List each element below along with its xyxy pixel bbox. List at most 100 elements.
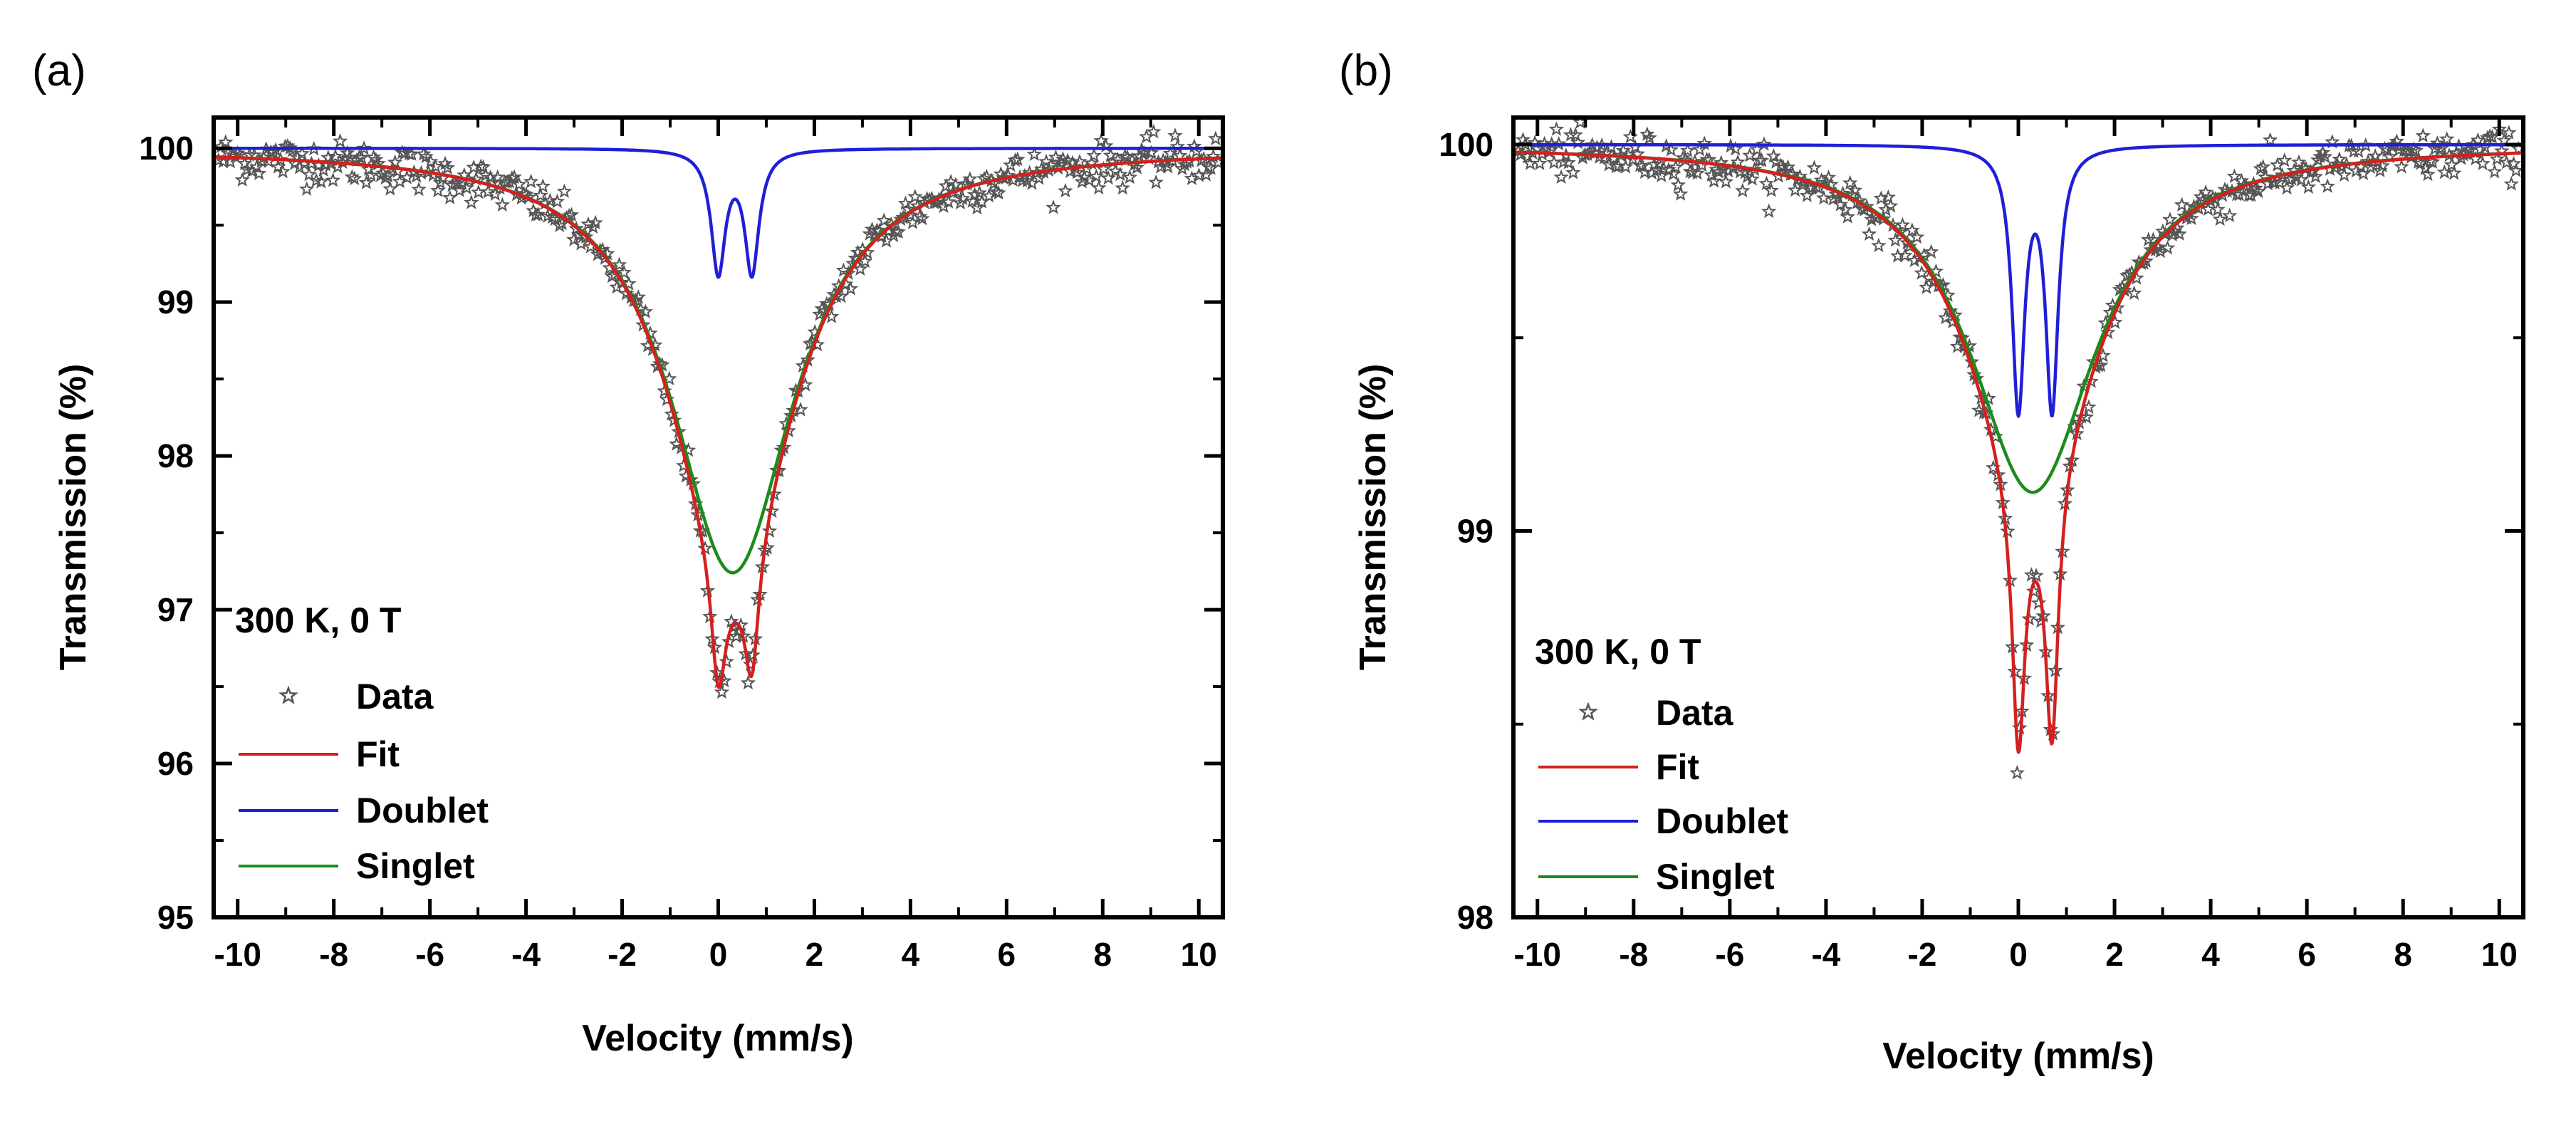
data-point	[2267, 174, 2283, 190]
legend-entry-doublet: Doublet	[239, 791, 489, 830]
data-point	[2174, 197, 2190, 212]
data-point	[291, 160, 308, 174]
data-point	[2300, 179, 2317, 194]
data-point	[2210, 202, 2226, 217]
data-point	[1143, 145, 1159, 160]
data-point	[585, 219, 601, 234]
data-point	[876, 212, 892, 228]
x-tick-label: -8	[1619, 936, 1648, 973]
data-point	[1718, 174, 1734, 189]
data-point	[2336, 167, 2352, 182]
x-axis-title: Velocity (mm/s)	[1882, 1036, 2154, 1077]
data-point	[1639, 126, 1655, 141]
data-point	[2221, 207, 2238, 223]
legend: 300 K, 0 T Data Fit Doublet Singlet	[235, 600, 489, 886]
data-point	[556, 183, 573, 199]
data-point	[897, 195, 914, 210]
data-point	[666, 412, 682, 427]
data-point	[2374, 157, 2391, 173]
data-point	[1115, 179, 1131, 195]
data-point	[864, 221, 880, 236]
data-point	[1145, 123, 1162, 139]
data-point	[991, 184, 1006, 200]
data-point	[2472, 141, 2488, 157]
data-point	[1912, 250, 1927, 265]
data-point	[1753, 152, 1770, 167]
data-point	[294, 145, 310, 161]
data-point	[2255, 159, 2271, 174]
data-point	[1897, 247, 1913, 263]
data-point	[1923, 244, 1939, 259]
data-point	[1663, 142, 1679, 157]
panel-label: (a)	[32, 46, 86, 95]
x-tick-label: 4	[902, 936, 920, 973]
data-point	[1095, 161, 1112, 176]
data-point	[1763, 182, 1779, 197]
legend-label-fit: Fit	[1656, 747, 1699, 787]
data-point	[630, 289, 647, 304]
data-point	[2262, 132, 2278, 147]
data-point	[616, 264, 632, 280]
data-point	[2312, 148, 2328, 164]
data-point	[2320, 178, 2335, 193]
data-point	[298, 181, 315, 196]
data-point	[1815, 189, 1832, 205]
data-point	[2272, 174, 2288, 189]
data-point	[1198, 167, 1214, 182]
legend-label-singlet: Singlet	[1656, 857, 1775, 897]
data-point	[1548, 121, 1565, 136]
data-point	[890, 224, 907, 239]
data-point	[2394, 158, 2409, 174]
data-point	[1601, 157, 1617, 172]
data-point	[1041, 162, 1057, 177]
ticks-layer: -10 -8 -6 -4 -2 0 2 4 6 8 10 98 99 100	[1439, 118, 2523, 973]
data-point	[313, 174, 329, 189]
data-point	[459, 179, 474, 195]
data-point	[1634, 157, 1650, 173]
x-tick-label: 8	[2394, 936, 2412, 973]
data-point	[535, 178, 551, 193]
x-tick-label: -10	[214, 936, 261, 973]
data-point	[852, 261, 868, 276]
data-point	[1938, 310, 1954, 325]
data-point	[1560, 155, 1576, 170]
data-point	[597, 250, 613, 265]
y-tick-label: 99	[1457, 512, 1493, 549]
data-point	[1806, 160, 1823, 175]
ticks-layer: -10 -8 -6 -4 -2 0 2 4 6 8 10 95 96 97 98 99 100	[139, 118, 1223, 973]
data-point	[563, 207, 580, 222]
data-point	[1644, 165, 1660, 180]
data-point	[2279, 179, 2295, 195]
data-point	[955, 190, 971, 206]
data-point	[1043, 157, 1059, 172]
x-tick-label: -2	[1907, 936, 1936, 973]
data-point	[439, 160, 456, 175]
data-point	[1882, 197, 1899, 213]
data-point	[969, 199, 985, 215]
data-point	[2009, 765, 2025, 780]
x-tick-label: 0	[709, 936, 728, 973]
data-point	[2332, 151, 2347, 167]
data-point	[719, 653, 735, 669]
data-point	[547, 211, 563, 226]
data-point	[2484, 129, 2501, 144]
x-tick-label: -4	[511, 936, 541, 973]
data-point	[1902, 238, 1918, 254]
legend-title: 300 K, 0 T	[235, 600, 401, 640]
data-point	[761, 523, 778, 538]
data-point	[2346, 143, 2362, 158]
data-point	[962, 171, 978, 186]
x-tick-label: 0	[2009, 936, 2028, 973]
data-point	[1568, 127, 1584, 142]
data-point	[360, 161, 377, 177]
data-point	[511, 176, 527, 192]
data-point	[380, 168, 396, 183]
y-tick-label: 98	[157, 437, 194, 474]
data-point	[573, 235, 589, 251]
data-point	[2439, 131, 2455, 146]
x-tick-label: 6	[998, 936, 1016, 973]
data-point	[1730, 154, 1746, 170]
y-tick-label: 96	[157, 745, 194, 782]
data-point	[540, 208, 556, 223]
data-point	[325, 172, 341, 187]
